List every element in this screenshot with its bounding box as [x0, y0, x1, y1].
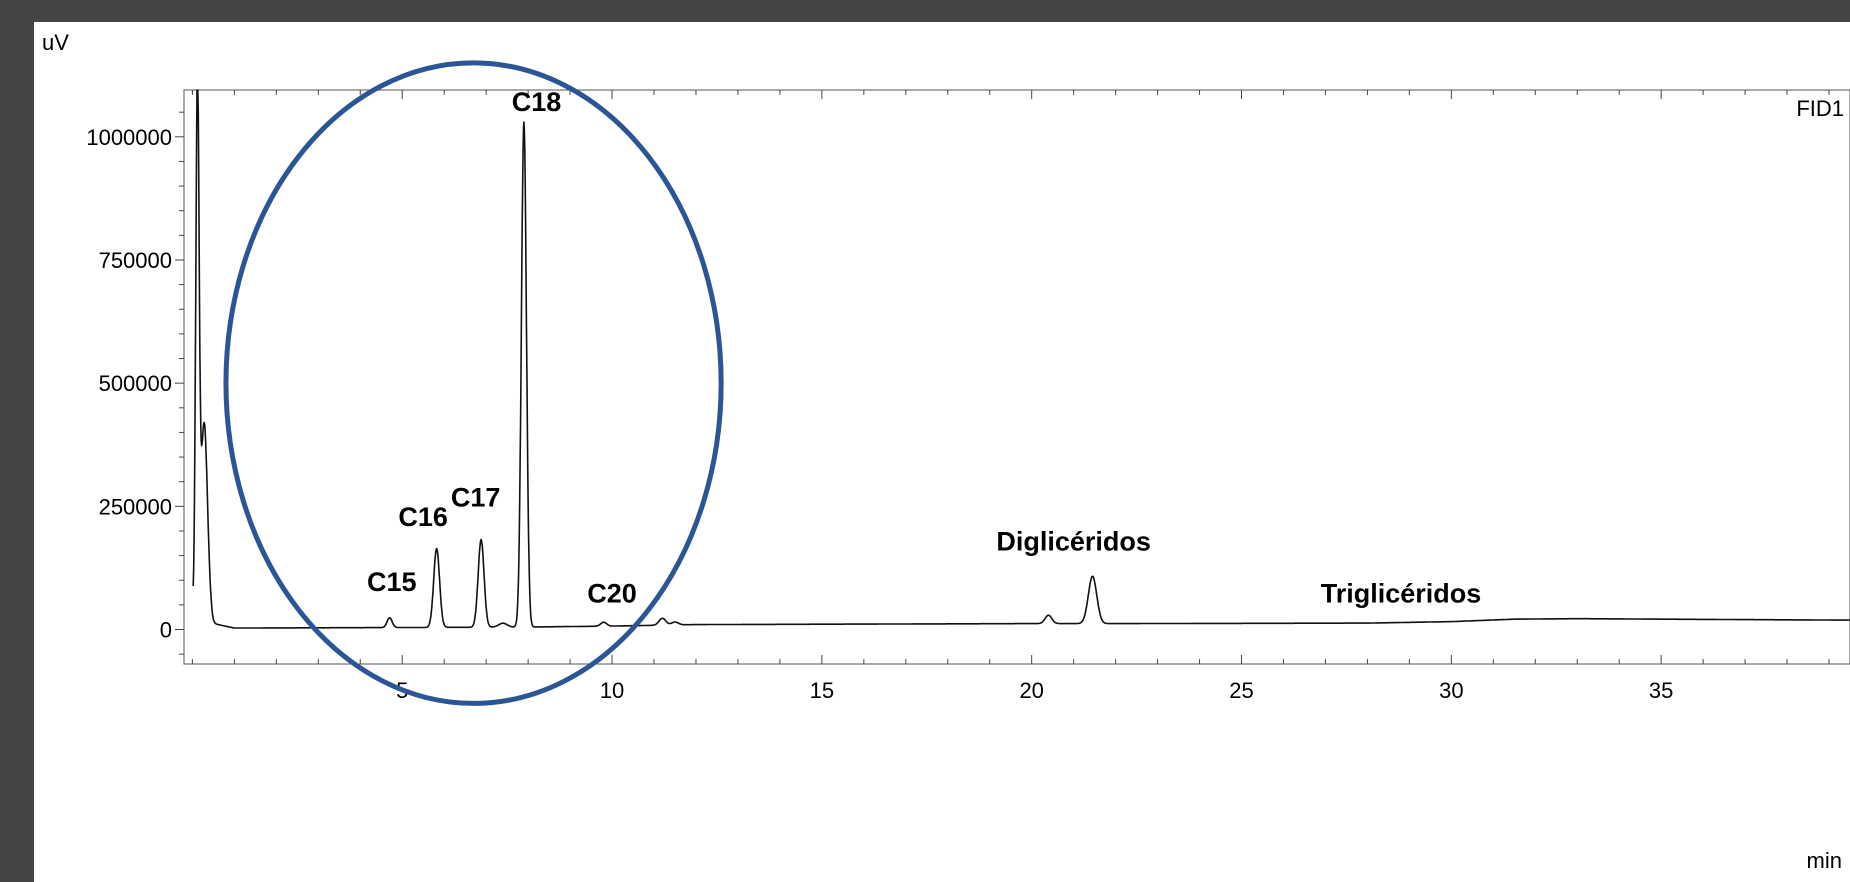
peak-label: Diglicéridos — [996, 527, 1151, 557]
y-axis-unit-label: uV — [42, 30, 69, 55]
y-tick-label: 1000000 — [86, 125, 172, 150]
highlight-ellipse — [223, 60, 724, 706]
y-tick-label: 500000 — [99, 371, 172, 396]
peak-label: C20 — [587, 578, 637, 608]
y-tick-label: 0 — [160, 618, 172, 643]
x-tick-label: 20 — [1019, 678, 1043, 703]
peak-label: C16 — [398, 502, 448, 532]
x-tick-label: 10 — [600, 678, 624, 703]
chromatogram-trace — [192, 89, 1850, 629]
x-tick-label: 25 — [1229, 678, 1253, 703]
chart-frame: 0 250000 500000 750000 1000000 5 10 15 20 25 30 35 u… — [34, 22, 1850, 882]
peak-label: C18 — [512, 87, 562, 117]
plot-area-border — [183, 89, 1850, 665]
detector-label: FID1 — [1796, 96, 1844, 121]
x-tick-label: 15 — [810, 678, 834, 703]
y-tick-label: 750000 — [99, 248, 172, 273]
peak-label: Triglicéridos — [1321, 578, 1482, 608]
peak-label: C15 — [367, 567, 417, 597]
x-axis-unit-label: min — [1807, 848, 1842, 873]
y-tick-label: 250000 — [99, 494, 172, 519]
x-tick-label: 35 — [1649, 678, 1673, 703]
x-tick-label: 30 — [1439, 678, 1463, 703]
peak-label: C17 — [451, 482, 501, 512]
